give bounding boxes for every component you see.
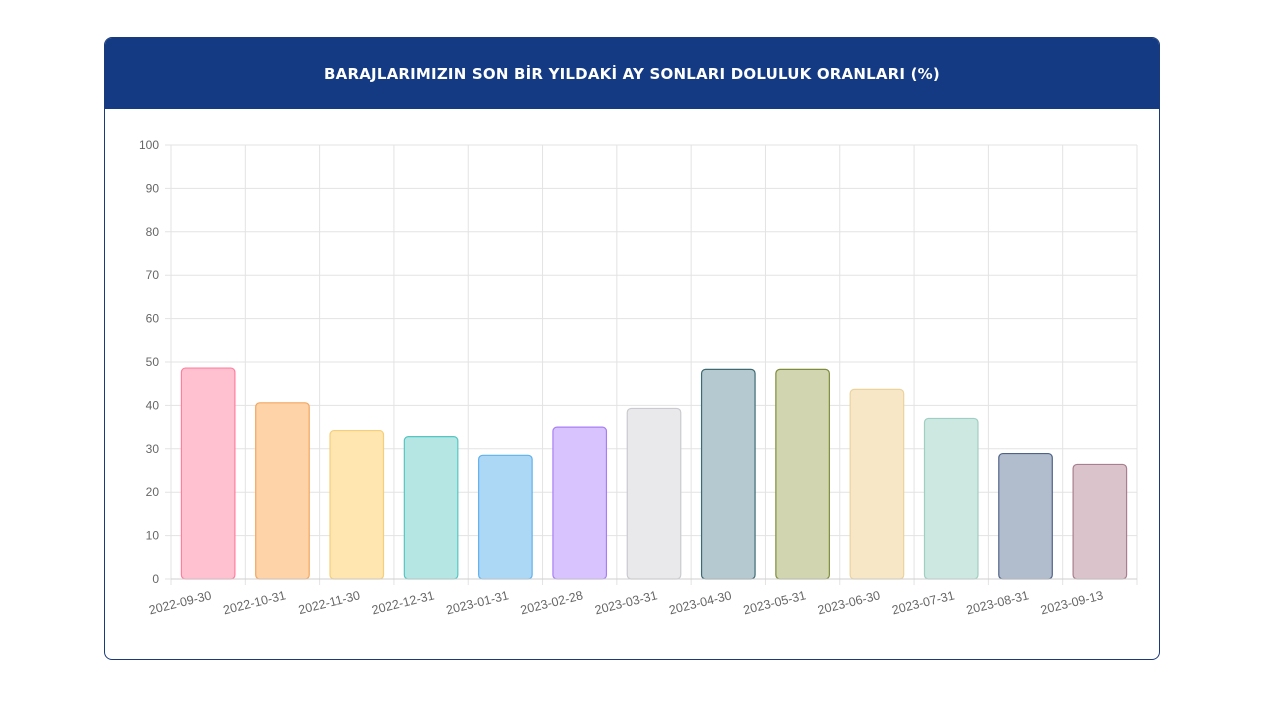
y-tick-label: 50 [146, 355, 160, 369]
y-tick-label: 60 [146, 312, 160, 326]
y-tick-label: 30 [146, 442, 160, 456]
y-tick-label: 10 [146, 529, 160, 543]
x-tick-label: 2022-12-31 [370, 588, 435, 617]
bar [403, 436, 459, 580]
x-tick-label: 2023-06-30 [816, 588, 881, 617]
x-tick-label: 2023-03-31 [593, 588, 658, 617]
chart-area: 0 10 20 30 40 50 60 70 80 90 100 2022-09-30 2022-10-… [105, 109, 1159, 659]
bar [626, 407, 682, 580]
bar [478, 454, 533, 580]
bar [552, 426, 608, 580]
y-tick-label: 20 [146, 485, 160, 499]
chart-title: BARAJLARIMIZIN SON BİR YILDAKİ AY SONLAR… [324, 64, 940, 83]
bar [775, 368, 830, 580]
x-tick-label: 2023-09-13 [1039, 588, 1104, 617]
bar [329, 429, 385, 580]
x-tick-label: 2022-10-31 [222, 588, 287, 617]
y-tick-label: 40 [146, 398, 160, 412]
bar [1072, 463, 1128, 580]
x-tick-label: 2023-02-28 [519, 588, 584, 617]
y-tick-label: 80 [146, 225, 160, 239]
y-tick-label: 90 [146, 181, 160, 195]
chart-header: BARAJLARIMIZIN SON BİR YILDAKİ AY SONLAR… [105, 38, 1159, 109]
bar [923, 417, 979, 580]
chart-card: BARAJLARIMIZIN SON BİR YILDAKİ AY SONLAR… [104, 37, 1160, 660]
x-tick-label: 2023-01-31 [445, 588, 510, 617]
y-tick-label: 0 [152, 572, 159, 586]
x-tick-label: 2023-05-31 [742, 588, 807, 617]
bar [700, 368, 756, 580]
y-tick-label: 100 [139, 138, 159, 152]
x-tick-label: 2023-08-31 [965, 588, 1030, 617]
x-tick-label: 2022-09-30 [147, 588, 212, 617]
bar [255, 402, 310, 580]
bar [998, 452, 1053, 580]
x-tick-label: 2022-11-30 [297, 588, 362, 617]
bar-chart: 0 10 20 30 40 50 60 70 80 90 100 2022-09-30 2022-10-… [139, 138, 1138, 617]
x-tick-label: 2023-04-30 [668, 588, 733, 617]
bar [849, 388, 905, 580]
y-tick-label: 70 [146, 268, 160, 282]
x-tick-label: 2023-07-31 [891, 588, 956, 617]
bar [180, 367, 236, 580]
